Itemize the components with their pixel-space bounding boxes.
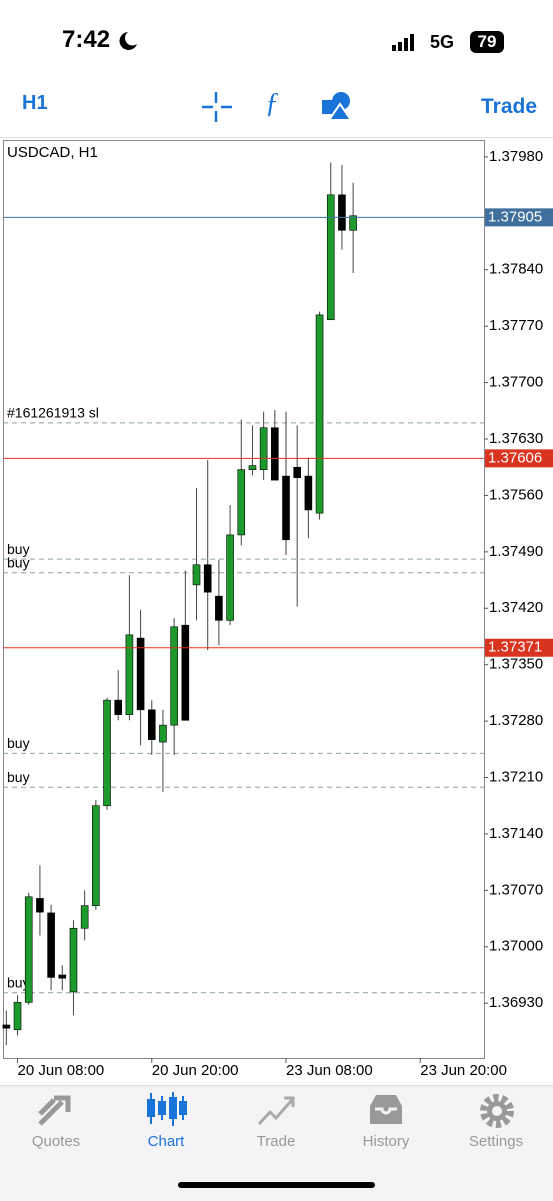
y-tick-label: 1.37770 [489,317,543,334]
candle-body [13,1002,22,1031]
x-tick-label: 23 Jun 20:00 [420,1062,507,1079]
candle-body [80,905,89,929]
order-label: #161261913 sl [7,405,99,421]
candle-body [181,624,190,721]
order-label: buy [7,974,30,990]
chart-title: USDCAD, H1 [7,144,98,161]
tab[interactable]: History [362,1133,410,1150]
candle-body [248,465,257,470]
candle-body [69,927,78,993]
candle-body [103,699,111,807]
candle-body [237,469,246,536]
timeframe-button[interactable]: H1 [22,92,48,114]
y-tick-label: 1.36930 [489,994,543,1011]
network: 5G [430,32,455,52]
candle-body [47,912,55,978]
x-tick-label: 23 Jun 08:00 [286,1062,373,1079]
plot-frame [3,140,485,1059]
y-tick-label: 1.37630 [489,430,543,447]
x-tick-label: 20 Jun 20:00 [152,1062,239,1079]
candle-body [192,564,201,586]
candle-body [293,466,301,479]
candle-body [226,534,234,621]
tab[interactable]: Settings [468,1133,524,1150]
price-badge [485,208,553,227]
order-label: buy [7,541,30,557]
y-tick-label: 1.37490 [489,543,543,560]
objects-button[interactable] [320,90,354,122]
candle-body [349,215,357,231]
candle-body [58,974,67,979]
status-time: 7:42 [62,26,111,53]
candle-body [2,1024,11,1029]
y-tick-label: 1.37420 [489,599,543,616]
candle-body [92,805,100,906]
trade-icon [257,1096,295,1126]
candle-body [125,634,134,715]
candle-body [282,475,290,541]
candle-body [215,595,223,621]
signal-icon [392,34,414,51]
candle-body [170,626,178,726]
price-badge-label: 1.37371 [488,639,542,656]
candle-body [326,194,335,321]
candle-body [304,475,313,511]
price-badge [485,638,553,657]
price-badge-label: 1.37905 [488,208,542,225]
moon-icon [119,32,137,50]
order-label: buy [7,769,30,785]
candle-body [114,699,123,715]
candle-body [24,896,33,1003]
crosshair-button[interactable] [200,90,232,124]
candle-body [259,427,268,470]
y-tick-label: 1.37210 [489,768,543,785]
y-tick-label: 1.37560 [489,486,543,503]
y-tick-label: 1.37140 [489,825,543,842]
tab[interactable]: Chart [147,1133,185,1150]
candle-body [136,637,145,711]
price-badge-label: 1.37606 [488,449,542,466]
candle-body [271,427,279,481]
indicator-button[interactable]: ƒ [265,88,279,119]
y-tick-label: 1.37980 [489,148,543,165]
tab[interactable]: Trade [256,1133,296,1150]
settings-icon [480,1094,514,1128]
tab[interactable]: Quotes [31,1133,81,1150]
y-tick-label: 1.37000 [489,938,543,955]
y-tick-label: 1.37350 [489,656,543,673]
quotes-icon [38,1095,71,1126]
price-badge [485,449,553,468]
order-label: buy [7,555,30,571]
chart-icon [147,1092,187,1126]
x-tick-label: 20 Jun 08:00 [18,1062,105,1079]
trade-button[interactable]: Trade [481,95,538,118]
y-tick-label: 1.37840 [489,261,543,278]
tab-bar [0,1085,553,1201]
chart: USDCAD, H1 1.37980 1.37840 1.37770 1.37700 1… [0,137,553,1079]
battery: 79 [470,31,504,53]
y-tick-label: 1.37070 [489,881,543,898]
candle-body [159,724,167,743]
candle-body [203,564,212,593]
candle-body [315,314,324,514]
y-tick-label: 1.37280 [489,712,543,729]
order-label: buy [7,735,30,751]
history-icon [370,1095,402,1124]
home-indicator [178,1182,375,1188]
y-tick-label: 1.37700 [489,374,543,391]
candle-body [36,898,44,913]
candle-body [147,709,156,740]
candle-body [338,194,346,231]
